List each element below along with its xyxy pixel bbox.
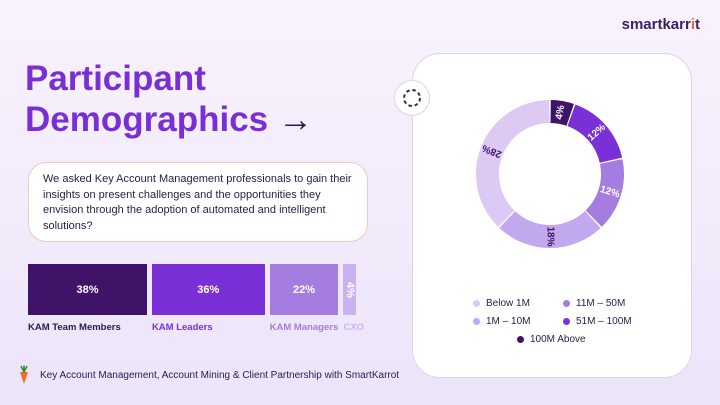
bar-segment-1: 36% — [151, 264, 265, 315]
bar-category-label: KAM Team Members — [28, 322, 121, 333]
donut-slice-1 — [567, 104, 623, 163]
bar-category-label: KAM Leaders — [151, 322, 213, 333]
legend-item: 100M Above — [517, 334, 586, 345]
bar-segment-3: 4% — [343, 264, 356, 315]
legend-item: 1M – 10M — [473, 316, 530, 327]
title-line2: Demographics — [25, 100, 269, 139]
donut-slice-3 — [499, 211, 601, 248]
bar-category-label: CXO — [343, 322, 365, 333]
carrot-icon — [20, 365, 28, 384]
page-title: Participant Demographics → — [25, 58, 313, 140]
bar-segment-2: 22% — [269, 264, 339, 315]
legend-label: 100M Above — [530, 334, 586, 345]
legend-item: Below 1M — [473, 298, 530, 309]
bar-segment-0: 38% — [28, 264, 147, 315]
bar-category-label: KAM Managers — [269, 322, 339, 333]
donut-value-label: 18% — [545, 226, 556, 246]
footer: Key Account Management, Account Mining &… — [16, 365, 399, 385]
legend-label: 11M – 50M — [576, 298, 626, 309]
legend-item: 51M – 100M — [563, 316, 632, 327]
legend-label: 1M – 10M — [486, 316, 531, 327]
bar-value-label: 38% — [76, 283, 99, 296]
legend-swatch — [473, 300, 480, 307]
intro-callout: We asked Key Account Management professi… — [28, 162, 368, 242]
title-line1: Participant — [25, 59, 206, 98]
legend-swatch — [473, 318, 480, 325]
donut-slice-4 — [476, 100, 550, 227]
legend-item: 11M – 50M — [563, 298, 625, 309]
legend-label: 51M – 100M — [576, 316, 632, 327]
legend-label: Below 1M — [486, 298, 530, 309]
bar-value-label: 22% — [293, 283, 316, 296]
legend-swatch — [563, 318, 570, 325]
donut-slice-0 — [550, 100, 574, 126]
donut-slice-2 — [585, 159, 624, 227]
donut-value-label: 4% — [554, 104, 567, 120]
revenue-donut-chart: 4%12%12%18%28% — [476, 100, 624, 248]
bar-value-label: 4% — [343, 281, 356, 298]
legend-swatch — [517, 336, 524, 343]
brand-logo: smartkarrit — [621, 16, 700, 33]
right-arrow-icon: → — [278, 100, 314, 139]
bar-value-label: 36% — [197, 283, 220, 296]
intro-text: We asked Key Account Management professi… — [43, 173, 352, 232]
legend-swatch — [563, 300, 570, 307]
ring-icon — [394, 80, 430, 116]
footer-text: Key Account Management, Account Mining &… — [40, 369, 400, 381]
